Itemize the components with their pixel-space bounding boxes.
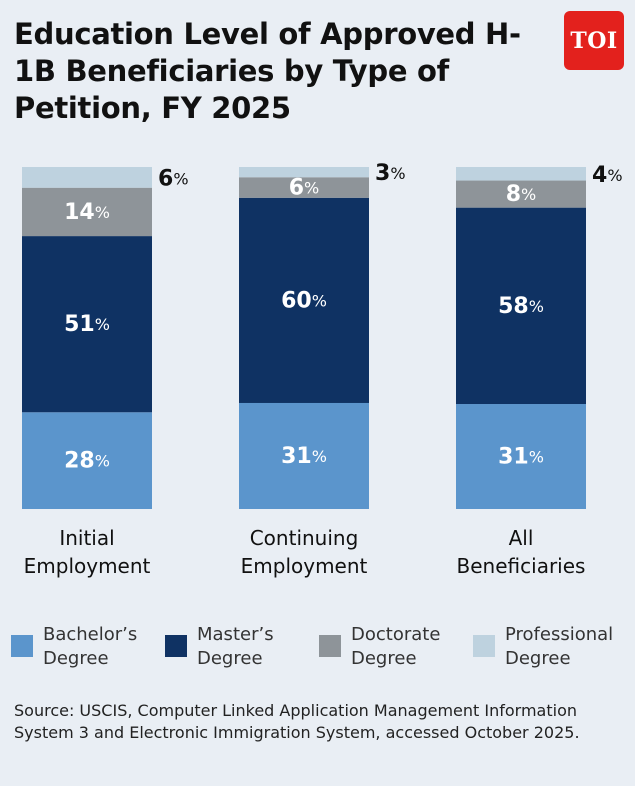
- bar-segment-master-1: [22, 236, 152, 413]
- data-label-bachelor-2: 31%: [281, 443, 327, 468]
- bar-segment-doctorate-1: [22, 187, 152, 237]
- data-label-professional-3: 4%: [592, 162, 623, 187]
- data-label-professional-1: 6%: [158, 166, 189, 191]
- category-label-line: Employment: [23, 554, 151, 578]
- legend-item-doctorate: Doctorate Degree: [319, 623, 471, 671]
- data-label-doctorate-2: 6%: [289, 175, 320, 200]
- legend-label: Doctorate Degree: [351, 624, 441, 669]
- bar-segment-doctorate-2: [239, 177, 369, 198]
- stacked-bar-chart: 28% 51% 14% 6% 31% 60% 6% 3% 31% 58% 8% 4%: [22, 161, 623, 509]
- data-label-bachelor-3: 31%: [498, 444, 544, 469]
- bar-segment-bachelor-3: [456, 404, 586, 509]
- legend-swatch: [165, 635, 187, 657]
- category-label-line: All: [508, 526, 534, 550]
- toi-logo: TOI: [564, 11, 624, 70]
- legend-item-professional: Professional Degree: [473, 623, 625, 671]
- data-label-professional-2: 3%: [375, 161, 406, 186]
- legend-item-master: Master’s Degree: [165, 623, 317, 671]
- chart-title: Education Level of Approved H-1B Benefic…: [14, 17, 521, 125]
- category-label-line: Beneficiaries: [456, 554, 586, 578]
- data-label-doctorate-1: 14%: [64, 199, 110, 224]
- bar-segment-professional-1: [22, 167, 152, 188]
- bar-segment-master-3: [456, 207, 586, 405]
- bar-segment-master-2: [239, 197, 369, 403]
- legend-label: Master’s Degree: [197, 624, 274, 669]
- bar-segment-professional-3: [456, 167, 586, 181]
- logo-text: TOI: [570, 27, 618, 54]
- bar-segment-bachelor-1: [22, 412, 152, 509]
- bar-segment-professional-2: [239, 167, 369, 178]
- legend: Bachelor’s Degree Master’s Degree Doctorate D…: [0, 623, 635, 683]
- category-label-2: Continuing Employment: [209, 524, 399, 580]
- bar-segment-bachelor-2: [239, 402, 369, 509]
- data-label-master-3: 58%: [498, 293, 544, 318]
- bar-segment-doctorate-3: [456, 180, 586, 208]
- data-label-master-1: 51%: [64, 312, 110, 337]
- data-label-master-2: 60%: [281, 288, 327, 313]
- category-label-line: Initial: [59, 526, 115, 550]
- legend-label: Professional Degree: [505, 624, 614, 669]
- data-label-bachelor-1: 28%: [64, 448, 110, 473]
- legend-swatch: [319, 635, 341, 657]
- legend-swatch: [473, 635, 495, 657]
- source-note: Source: USCIS, Computer Linked Applicati…: [14, 701, 580, 742]
- data-label-doctorate-3: 8%: [506, 182, 537, 207]
- category-label-1: Initial Employment: [0, 524, 182, 580]
- legend-label: Bachelor’s Degree: [43, 624, 138, 669]
- category-label-3: All Beneficiaries: [426, 524, 616, 580]
- legend-item-bachelor: Bachelor’s Degree: [11, 623, 163, 671]
- category-label-line: Employment: [240, 554, 368, 578]
- legend-swatch: [11, 635, 33, 657]
- category-label-line: Continuing: [249, 526, 359, 550]
